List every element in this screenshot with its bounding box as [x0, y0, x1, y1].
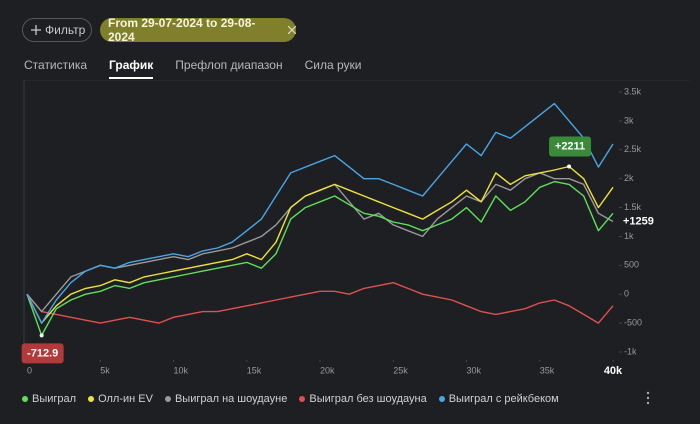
annotation-point — [567, 164, 572, 169]
legend-item[interactable]: Выиграл с рейкбеком — [438, 393, 559, 405]
annotation-label: -712.9 — [27, 347, 58, 359]
y-tick-label: 3k — [624, 115, 634, 125]
legend-swatch — [164, 396, 171, 402]
x-tick-label: 30k — [467, 365, 482, 375]
legend-swatch — [22, 396, 28, 402]
plus-icon — [31, 25, 41, 35]
annotation-box — [21, 343, 64, 364]
x-tick-label: 10k — [174, 365, 189, 375]
filter-label: Фильтр — [45, 23, 86, 37]
y-tick-label: 2.5k — [624, 144, 642, 154]
legend-item[interactable]: Выиграл — [22, 393, 76, 405]
x-tick-label: 5k — [100, 365, 110, 375]
legend-label: Выиграл без шоудауна — [309, 393, 427, 405]
x-tick-label: 40k — [604, 365, 623, 377]
y-tick-label: 1k — [624, 231, 634, 241]
legend-label: Выиграл — [32, 393, 77, 405]
tab[interactable]: Статистика — [24, 58, 88, 72]
legend-item[interactable]: Выиграл без шоудауна — [299, 393, 427, 405]
y-tick-label: 500 — [624, 260, 639, 270]
chart: -1k -500 0 500 1k 1.5k 2k 2.5k 3k 3.5k 0 5k 10k 15k 20… — [21, 80, 690, 377]
tab[interactable]: График — [109, 58, 154, 79]
x-tick-label: 20k — [320, 365, 335, 375]
x-tick-label: 25k — [393, 365, 408, 375]
annotation-point — [39, 333, 44, 338]
y-tick-label: 0 — [624, 289, 629, 299]
series-line — [26, 180, 614, 337]
legend-label: Выиграл с рейкбеком — [448, 393, 559, 405]
legend-item[interactable]: Олл-ин EV — [88, 393, 153, 405]
series-line — [26, 165, 614, 324]
more-menu[interactable] — [645, 391, 651, 405]
y-tick-label: 1.5k — [624, 202, 642, 212]
legend-swatch — [438, 396, 445, 402]
tab[interactable]: Сила руки — [304, 58, 362, 72]
date-range-label: From 29-07-2024 to 29-08-2024 — [108, 16, 256, 44]
filter-button[interactable]: Фильтр — [22, 18, 92, 42]
legend-item[interactable]: Выиграл на шоудауне — [164, 393, 288, 405]
y-tick-label: -1k — [624, 346, 637, 356]
annotation-label: +1259 — [623, 215, 654, 227]
x-tick-label: 35k — [540, 365, 555, 375]
series-line — [26, 282, 614, 324]
close-icon[interactable] — [288, 26, 296, 34]
y-tick-label: 3.5k — [624, 86, 642, 96]
y-tick-label: -500 — [624, 317, 642, 327]
annotation-box — [549, 136, 592, 157]
series-line — [26, 102, 614, 324]
legend: Выиграл Олл-ин EV Выиграл на шоудауне Выигр… — [22, 393, 559, 405]
annotation-label: +2211 — [555, 140, 585, 152]
x-tick-label: 0 — [27, 365, 32, 375]
legend-swatch — [88, 396, 95, 402]
date-range-chip[interactable]: From 29-07-2024 to 29-08-2024 — [100, 16, 296, 44]
tabs: Статистика График Префлоп диапазон Сила рук… — [24, 58, 361, 79]
legend-label: Выиграл на шоудауне — [174, 393, 288, 405]
legend-label: Олл-ин EV — [98, 393, 153, 405]
legend-swatch — [299, 396, 306, 402]
x-tick-label: 15k — [247, 365, 262, 375]
y-tick-label: 2k — [624, 173, 634, 183]
tab[interactable]: Префлоп диапазон — [175, 58, 283, 72]
